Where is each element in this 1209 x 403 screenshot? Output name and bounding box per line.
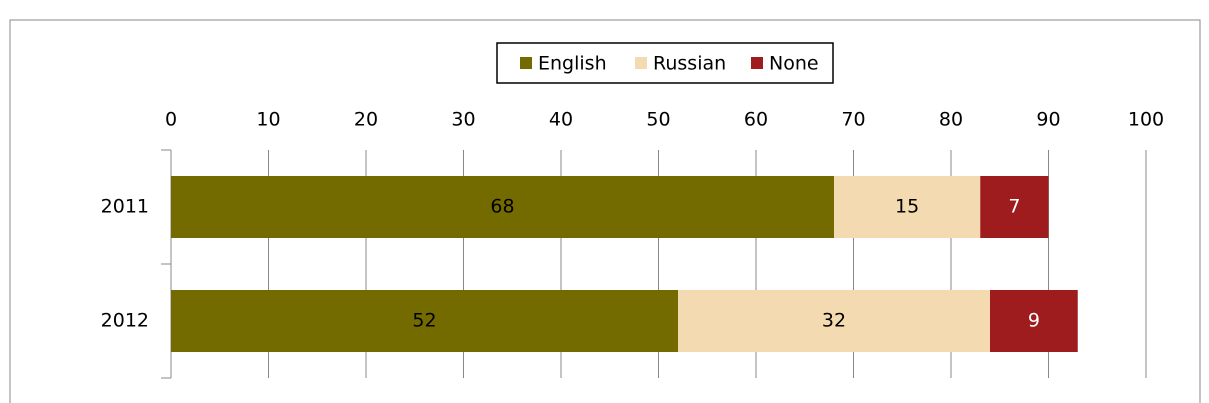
x-tick-label: 70: [841, 109, 865, 131]
x-tick-label: 100: [1128, 109, 1164, 131]
x-tick-label: 60: [744, 109, 768, 131]
legend-swatch: [520, 57, 532, 69]
bar-segment: [678, 290, 990, 352]
bar-segment: [171, 176, 834, 238]
x-tick-label: 90: [1036, 109, 1060, 131]
legend-box: [496, 42, 834, 84]
legend-swatch: [751, 57, 763, 69]
data-label: 9: [1028, 310, 1040, 332]
x-tick-label: 30: [451, 109, 475, 131]
y-tick-label: 2012: [101, 310, 149, 332]
data-label: 52: [412, 310, 436, 332]
legend-label: None: [769, 53, 819, 75]
data-label: 32: [822, 310, 846, 332]
x-tick-label: 0: [165, 109, 177, 131]
x-tick-label: 40: [549, 109, 573, 131]
data-label: 7: [1008, 196, 1020, 218]
x-tick-label: 20: [354, 109, 378, 131]
legend-label: Russian: [653, 53, 726, 75]
legend-swatch: [635, 57, 647, 69]
x-tick-label: 80: [939, 109, 963, 131]
bar-segment: [171, 290, 678, 352]
bar-segment: [980, 176, 1049, 238]
data-label: 15: [895, 196, 919, 218]
x-tick-label: 10: [256, 109, 280, 131]
legend-label: English: [538, 53, 607, 75]
frame: [9, 19, 1201, 403]
data-label: 68: [490, 196, 514, 218]
bar-segment: [990, 290, 1078, 352]
y-tick-label: 2011: [101, 196, 149, 218]
x-tick-label: 50: [646, 109, 670, 131]
bar-segment: [834, 176, 981, 238]
